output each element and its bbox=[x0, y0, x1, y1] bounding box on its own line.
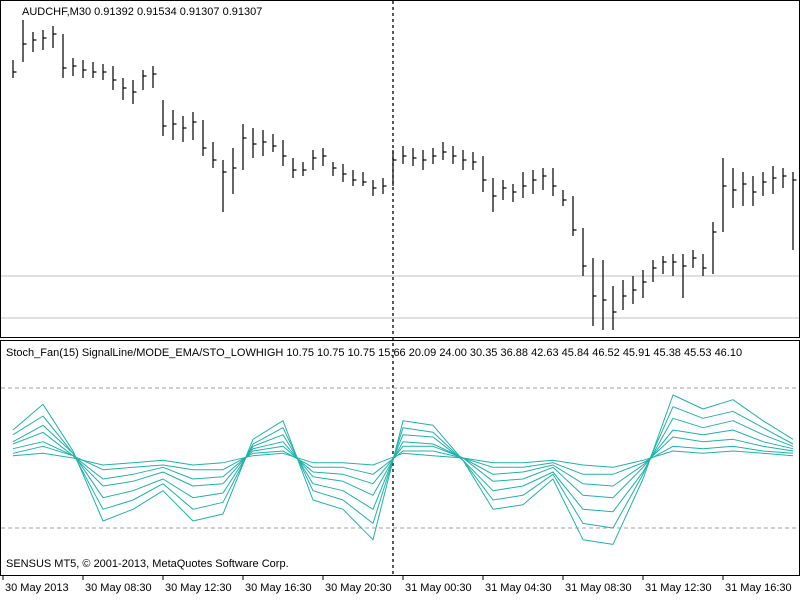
x-tick-label: 30 May 16:30 bbox=[245, 582, 312, 594]
fan-line bbox=[12, 436, 794, 487]
x-tick-label: 30 May 08:30 bbox=[85, 582, 152, 594]
fan-line bbox=[12, 406, 794, 529]
fan-line bbox=[12, 429, 794, 499]
price-header: AUDCHF,M30 0.91392 0.91534 0.91307 0.913… bbox=[22, 6, 262, 18]
fan-line bbox=[12, 394, 794, 545]
x-tick-label: 31 May 00:30 bbox=[405, 582, 472, 594]
x-tick-label: 31 May 16:30 bbox=[725, 582, 792, 594]
fan-line bbox=[12, 445, 794, 475]
fan-line bbox=[12, 417, 794, 513]
x-tick-label: 31 May 12:30 bbox=[645, 582, 712, 594]
x-tick-label: 31 May 08:30 bbox=[565, 582, 632, 594]
copyright: SENSUS MT5, © 2001-2013, MetaQuotes Soft… bbox=[6, 558, 289, 570]
x-tick-label: 30 May 2013 bbox=[5, 582, 69, 594]
fan-line bbox=[12, 450, 794, 468]
x-tick-label: 30 May 20:30 bbox=[325, 582, 392, 594]
indicator-header: Stoch_Fan(15) SignalLine/MODE_EMA/STO_LO… bbox=[6, 347, 742, 359]
x-tick-label: 31 May 04:30 bbox=[485, 582, 552, 594]
x-tick-label: 30 May 12:30 bbox=[165, 582, 232, 594]
